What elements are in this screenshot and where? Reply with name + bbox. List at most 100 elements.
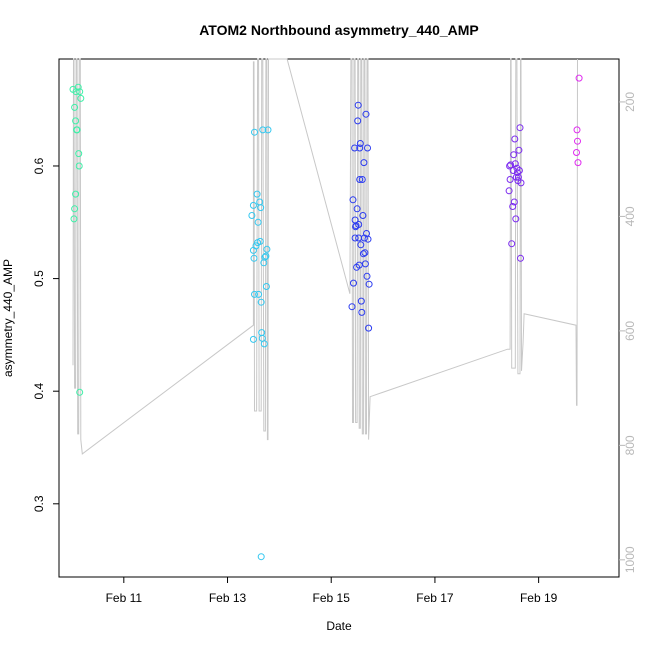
y-axis: 0.3 0.4 0.5 0.6 — [32, 157, 59, 512]
data-point — [256, 237, 264, 245]
data-point — [257, 204, 265, 212]
data-point — [248, 212, 256, 219]
data-point — [350, 279, 357, 287]
y2-tick-label: 1000 — [623, 546, 637, 573]
data-point — [71, 205, 79, 213]
data-point — [361, 249, 369, 257]
data-point — [573, 126, 581, 134]
data-point — [72, 117, 80, 125]
data-point — [365, 324, 373, 332]
data-point — [358, 176, 366, 183]
data-point — [255, 290, 263, 298]
data-point — [508, 240, 516, 248]
data-point — [510, 151, 518, 159]
data-point — [70, 215, 78, 223]
data-point — [76, 88, 84, 96]
data-point — [505, 187, 513, 195]
data-point — [513, 169, 521, 177]
series-4 — [505, 124, 525, 262]
y2-tick-label: 200 — [623, 92, 637, 112]
data-point — [359, 212, 367, 219]
series-5 — [573, 74, 583, 167]
data-point — [364, 235, 372, 243]
data-point — [259, 126, 267, 134]
y-tick-label: 0.6 — [32, 157, 46, 174]
y2-axis: 200 400 600 800 1000 — [619, 92, 637, 573]
data-point — [257, 553, 265, 561]
data-point — [510, 198, 518, 206]
data-point — [511, 160, 519, 168]
y-axis-label: asymmetry_440_AMP — [1, 259, 15, 377]
data-point — [249, 335, 257, 343]
data-point — [75, 162, 83, 170]
data-point — [574, 137, 581, 145]
series-3 — [348, 101, 373, 332]
data-point — [258, 334, 266, 342]
data-point — [517, 254, 524, 262]
data-point — [263, 245, 271, 253]
data-point — [511, 135, 519, 143]
data-point — [75, 150, 83, 158]
data-point — [516, 124, 524, 132]
data-point — [574, 159, 582, 167]
data-point — [512, 173, 520, 181]
x-tick-label: Feb 11 — [106, 591, 143, 605]
plot-frame — [58, 58, 620, 578]
data-point — [506, 176, 514, 183]
data-point — [360, 159, 368, 167]
y2-tick-label: 600 — [623, 321, 637, 341]
data-point — [257, 298, 265, 306]
data-point — [349, 196, 357, 204]
data-point — [361, 260, 369, 268]
points-layer — [69, 74, 583, 561]
data-point — [356, 144, 364, 152]
y2-tick-label: 800 — [623, 435, 637, 455]
data-point — [357, 297, 365, 305]
trace-layer — [72, 58, 578, 455]
data-point — [362, 110, 370, 118]
data-point — [517, 179, 525, 187]
data-point — [72, 190, 80, 198]
data-point — [73, 126, 81, 134]
data-point — [250, 254, 258, 262]
data-point — [575, 74, 583, 82]
data-point — [72, 88, 80, 96]
depth-trace-line — [72, 58, 578, 455]
data-point — [506, 162, 514, 170]
data-point — [260, 340, 268, 348]
data-point — [356, 176, 364, 183]
x-tick-label: Feb 19 — [520, 591, 558, 605]
data-point — [515, 167, 523, 174]
data-point — [262, 252, 270, 260]
data-point — [251, 128, 258, 136]
data-point — [351, 144, 359, 152]
data-point — [363, 272, 371, 280]
data-point — [364, 144, 371, 152]
series-1 — [69, 83, 85, 396]
data-point — [253, 190, 261, 198]
data-point — [262, 283, 270, 290]
data-point — [252, 242, 260, 250]
x-tick-label: Feb 15 — [313, 591, 351, 605]
data-point — [357, 241, 365, 249]
data-point — [514, 173, 522, 181]
data-point — [358, 308, 366, 316]
x-axis-label: Date — [326, 619, 352, 633]
data-point — [355, 234, 363, 242]
y-tick-label: 0.5 — [32, 270, 46, 287]
data-point — [512, 215, 520, 223]
data-point — [254, 218, 262, 226]
x-tick-label: Feb 17 — [416, 591, 454, 605]
data-point — [251, 290, 258, 298]
series-2 — [248, 126, 272, 561]
data-point — [351, 216, 359, 224]
data-point — [507, 161, 515, 169]
x-axis: Feb 11 Feb 13 Feb 15 Feb 17 Feb 19 — [106, 577, 558, 605]
y2-tick-label: 400 — [623, 206, 637, 226]
data-point — [355, 221, 363, 228]
data-point — [249, 201, 257, 209]
data-point — [354, 117, 362, 125]
chart-title: ATOM2 Northbound asymmetry_440_AMP — [199, 22, 479, 38]
data-point — [365, 280, 373, 288]
